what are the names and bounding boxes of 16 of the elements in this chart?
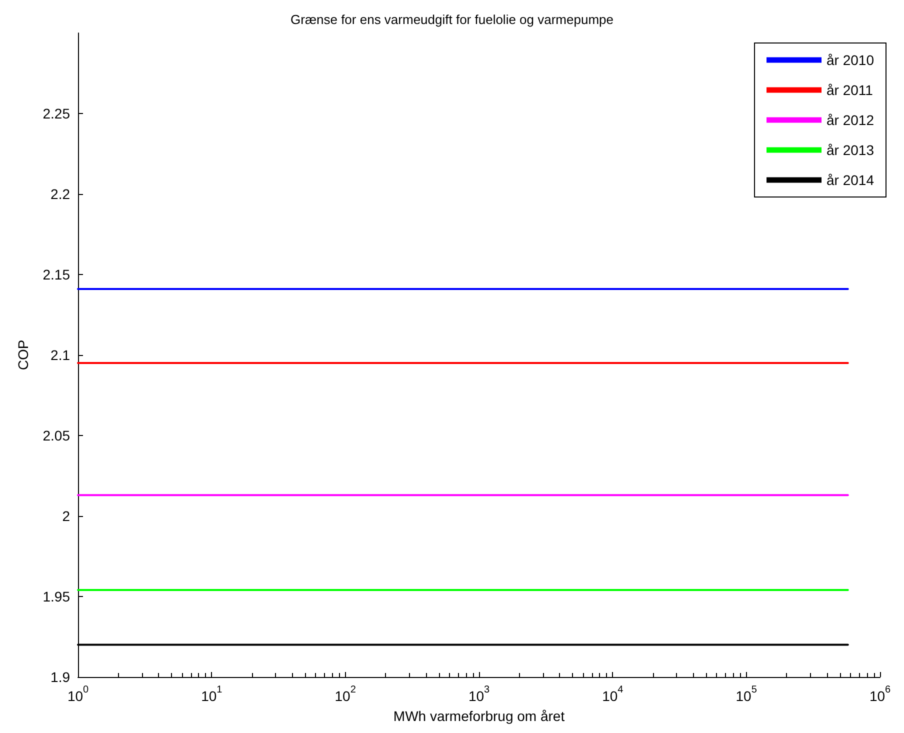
legend-label: år 2013 (826, 142, 874, 158)
y-tick-label: 2.1 (50, 347, 70, 363)
y-tick-label: 2 (62, 508, 70, 524)
y-tick-label: 2.2 (50, 186, 70, 202)
y-tick-label: 2.25 (42, 106, 70, 122)
legend-label: år 2010 (826, 52, 874, 68)
legend-label: år 2012 (826, 112, 874, 128)
y-tick-label: 1.9 (50, 669, 70, 685)
y-axis-title: COP (15, 340, 31, 370)
y-tick-label: 2.05 (42, 428, 70, 444)
y-tick-label: 1.95 (42, 588, 70, 604)
legend-label: år 2014 (826, 172, 874, 188)
chart-title: Grænse for ens varmeudgift for fuelolie og varmepumpe (290, 12, 614, 27)
y-tick-label: 2.15 (42, 266, 70, 282)
x-axis-title: MWh varmeforbrug om året (393, 708, 565, 724)
legend-label: år 2011 (826, 82, 874, 98)
